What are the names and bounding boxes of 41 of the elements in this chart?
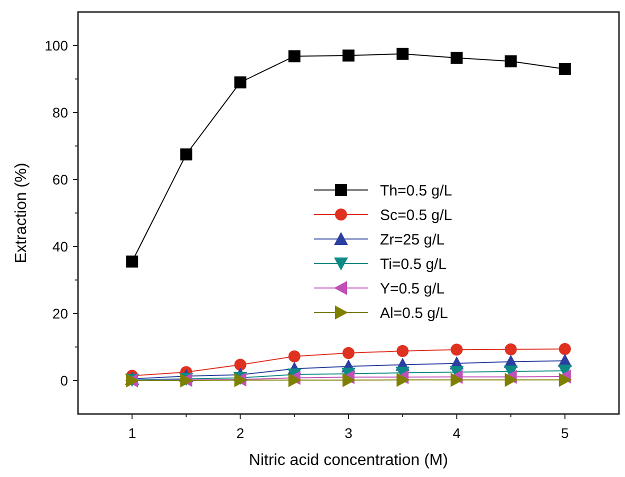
x-tick-label: 2 (236, 425, 244, 441)
point (288, 350, 300, 362)
point (450, 372, 464, 387)
x-tick-label: 4 (452, 425, 461, 441)
y-tick-label: 20 (52, 305, 68, 322)
y-tick-label: 80 (52, 104, 68, 120)
point (342, 373, 356, 388)
point (504, 55, 517, 68)
point (504, 343, 517, 356)
point (288, 373, 302, 388)
point (396, 48, 409, 60)
x-tick-label: 5 (561, 425, 569, 441)
point (504, 372, 518, 387)
legend-label: Al=0.5 g/L (380, 304, 448, 322)
point (288, 50, 300, 62)
y-tick-label: 100 (44, 37, 68, 54)
point (342, 50, 354, 62)
x-tick-label: 1 (128, 425, 136, 441)
x-axis-title: Nitric acid concentration (M) (248, 452, 448, 469)
point (234, 76, 246, 88)
y-tick-label: 60 (52, 171, 68, 188)
y-tick-label: 40 (52, 238, 68, 254)
legend-label: Th=0.5 g/L (380, 182, 452, 200)
point (450, 52, 463, 64)
x-tick-label: 3 (344, 425, 353, 441)
legend-label: Zr=25 g/L (380, 231, 445, 248)
point (450, 344, 463, 356)
point (558, 372, 572, 387)
legend-label: Y=0.5 g/L (380, 280, 445, 298)
point (396, 345, 409, 358)
legend-label: Sc=0.5 g/L (380, 206, 452, 224)
point (558, 62, 571, 75)
point (342, 347, 354, 360)
point (558, 343, 571, 356)
y-axis-title: Extraction (%) (13, 162, 30, 264)
point (234, 358, 246, 371)
legend-label: Ti=0.5 g/L (380, 256, 447, 273)
y-tick-label: 0 (60, 372, 68, 388)
point (126, 256, 138, 268)
point (396, 372, 410, 387)
point (180, 148, 192, 160)
